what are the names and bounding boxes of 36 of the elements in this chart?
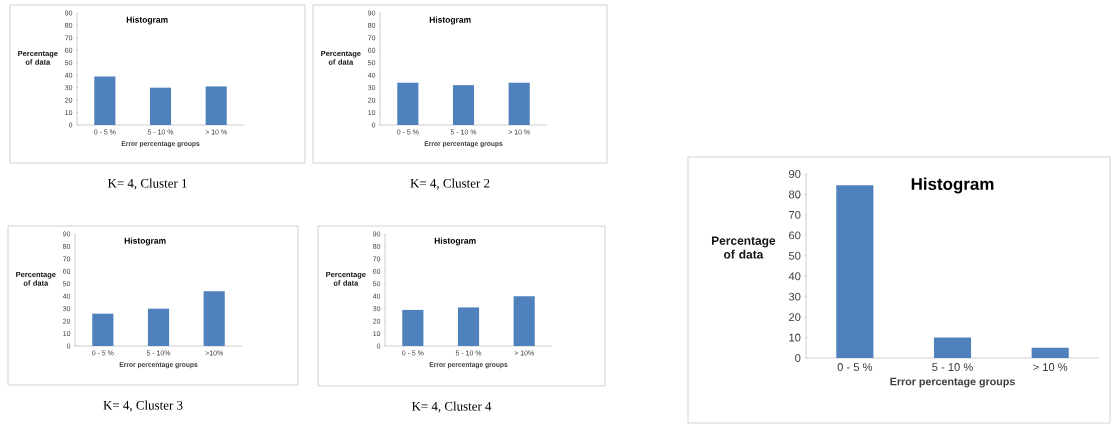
y-tick-label: 60: [789, 231, 801, 240]
bar: [836, 185, 874, 358]
bar: [457, 307, 480, 346]
y-tick-label: 50: [788, 251, 801, 260]
y-tick-label: 10: [789, 333, 801, 342]
bar: [402, 309, 424, 346]
bar: [92, 313, 114, 346]
x-axis-title: Error percentage groups: [890, 377, 1015, 388]
y-tick-label: 90: [789, 170, 801, 178]
chart-title: Histogram: [126, 16, 168, 25]
bar: [147, 308, 170, 346]
text: K= 4, Cluster 1: [107, 178, 187, 190]
chart-title: Histogram: [911, 177, 994, 194]
bar: [205, 86, 227, 125]
chart-title: Histogram: [434, 237, 476, 246]
x-tick-label: > 10 %: [1033, 363, 1068, 372]
text: K= 4, Cluster 2: [410, 178, 490, 190]
chart-title: Histogram: [429, 16, 471, 25]
bar: [94, 76, 116, 125]
x-tick-label: 0 - 5 %: [837, 363, 873, 372]
y-tick-label: 70: [789, 210, 801, 219]
y-tick-label: 40: [788, 272, 801, 281]
bar: [203, 291, 225, 346]
bar: [149, 87, 172, 125]
y-tick-label: 30: [788, 292, 801, 301]
y-tick-label: 80: [788, 190, 801, 199]
y-tick-label: 0: [795, 354, 801, 362]
y-tick-label: 20: [789, 313, 801, 322]
x-tick-label: 5 - 10 %: [932, 363, 973, 372]
text: K= 4, Cluster 4: [411, 401, 492, 413]
text: K= 4, Cluster 3: [103, 400, 183, 412]
bar: [1031, 347, 1069, 358]
chart-title: Histogram: [124, 237, 166, 246]
bar: [933, 337, 972, 358]
y-axis-title: Percentage of data: [711, 236, 776, 259]
bar: [513, 296, 535, 346]
